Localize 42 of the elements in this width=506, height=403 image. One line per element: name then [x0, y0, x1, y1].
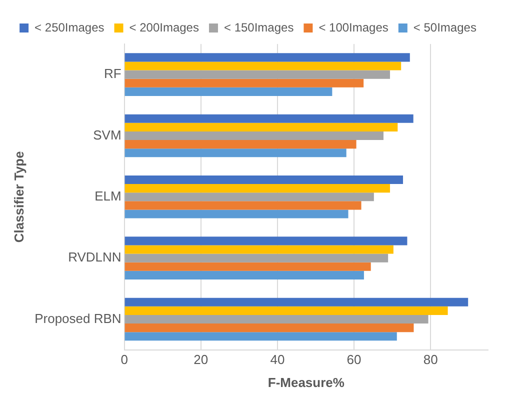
bar: [124, 245, 394, 254]
bar: [124, 122, 398, 132]
bar: [124, 175, 404, 184]
bar: [124, 131, 384, 140]
bar: [124, 140, 356, 149]
legend-label: < 100Images: [318, 20, 388, 34]
y-tick-label: ELM: [94, 188, 122, 204]
bar: [124, 270, 364, 280]
x-tick-label: 60: [346, 352, 362, 368]
bar: [124, 201, 362, 210]
bar: [124, 210, 348, 218]
bar: [124, 306, 448, 315]
bar: [124, 324, 414, 332]
y-tick-label: SVM: [93, 127, 122, 142]
bar: [124, 192, 374, 202]
bar: [124, 78, 364, 88]
x-axis-title: F-Measure%: [268, 374, 345, 390]
y-tick-label: RF: [104, 66, 122, 82]
bar: [124, 87, 332, 96]
bar: [124, 332, 397, 341]
legend-label: < 150Images: [224, 20, 294, 34]
bar: [124, 53, 410, 62]
bar: [124, 254, 388, 262]
bar: [124, 70, 390, 79]
x-tick-label: 40: [270, 352, 285, 368]
bar: [124, 184, 390, 193]
bar: [124, 148, 346, 158]
bar: [124, 114, 414, 123]
bar: [124, 236, 408, 246]
legend-label: < 250Images: [34, 20, 104, 34]
x-tick-label: 0: [120, 352, 128, 368]
bar: [124, 62, 402, 70]
legend-label: < 50Images: [413, 20, 476, 34]
x-tick-label: 80: [423, 352, 438, 368]
x-tick-label: 20: [194, 352, 208, 368]
legend-label: < 200Images: [129, 20, 199, 34]
bar: [124, 298, 468, 306]
y-tick-label: RVDLNN: [68, 250, 122, 265]
y-tick-label: Proposed RBN: [34, 310, 122, 326]
bar: [124, 314, 428, 324]
y-axis-title: Classifier Type: [11, 151, 26, 243]
bar: [124, 262, 371, 271]
